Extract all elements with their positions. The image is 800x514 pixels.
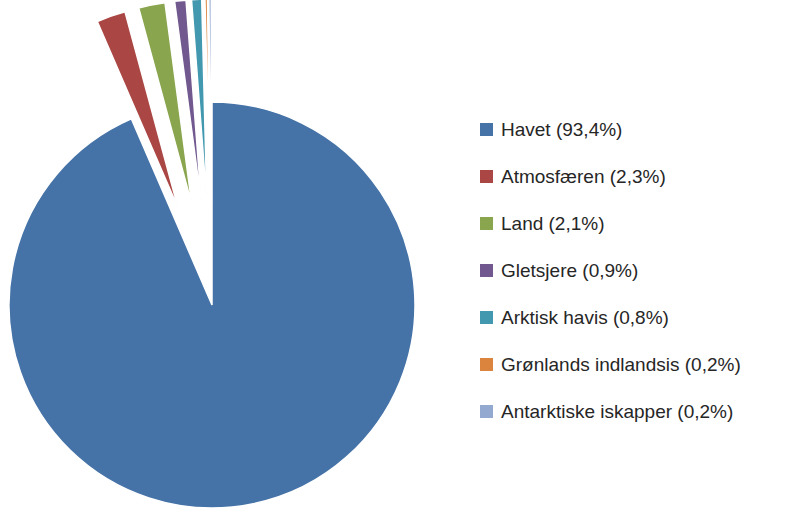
legend-label: Atmosfæren (2,3%) xyxy=(501,166,666,187)
legend-label: Grønlands indlandsis (0,2%) xyxy=(501,354,741,375)
legend-swatch xyxy=(480,123,493,136)
legend-swatch xyxy=(480,217,493,230)
legend-swatch xyxy=(480,311,493,324)
legend: Havet (93,4%) Atmosfæren (2,3%) Land (2,1%… xyxy=(480,119,741,422)
chart-root: Havet (93,4%) Atmosfæren (2,3%) Land (2,1%… xyxy=(0,0,800,514)
pie-slice xyxy=(209,0,212,202)
legend-swatch xyxy=(480,170,493,183)
pie xyxy=(9,0,415,508)
legend-swatch xyxy=(480,358,493,371)
legend-label: Arktisk havis (0,8%) xyxy=(501,307,669,328)
legend-swatch xyxy=(480,405,493,418)
legend-label: Antarktiske iskapper (0,2%) xyxy=(501,401,733,422)
legend-swatch xyxy=(480,264,493,277)
legend-label: Havet (93,4%) xyxy=(501,119,622,140)
pie-slice xyxy=(192,0,207,202)
legend-label: Gletsjere (0,9%) xyxy=(501,260,638,281)
chart: Havet (93,4%) Atmosfæren (2,3%) Land (2,1%… xyxy=(0,0,800,514)
legend-label: Land (2,1%) xyxy=(501,213,605,234)
